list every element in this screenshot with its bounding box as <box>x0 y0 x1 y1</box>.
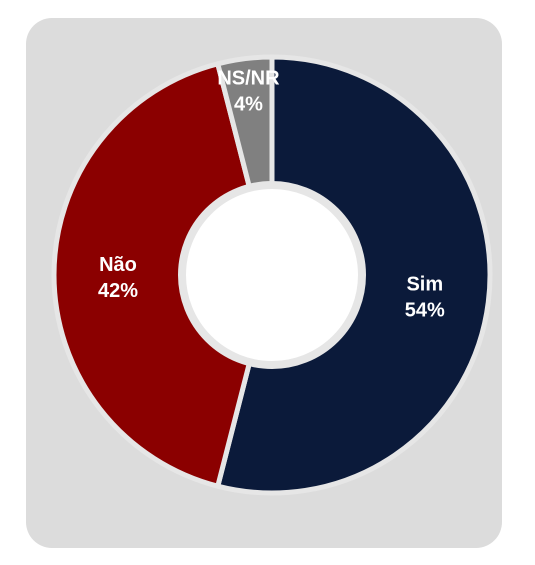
slice-value-label: 4% <box>234 93 263 115</box>
slice-label: Sim <box>406 273 443 295</box>
slice-label: Não <box>99 254 137 276</box>
slice-value-label: 54% <box>405 299 445 321</box>
donut-hole <box>178 181 366 369</box>
slice-value-label: 42% <box>98 280 138 302</box>
slice-label: NS/NR <box>217 67 280 89</box>
labels-group: Sim 54% Não 42% NS/NR 4% <box>98 67 445 321</box>
